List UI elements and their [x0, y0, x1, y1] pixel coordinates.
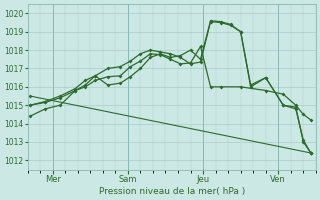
X-axis label: Pression niveau de la mer( hPa ): Pression niveau de la mer( hPa ) — [99, 187, 245, 196]
